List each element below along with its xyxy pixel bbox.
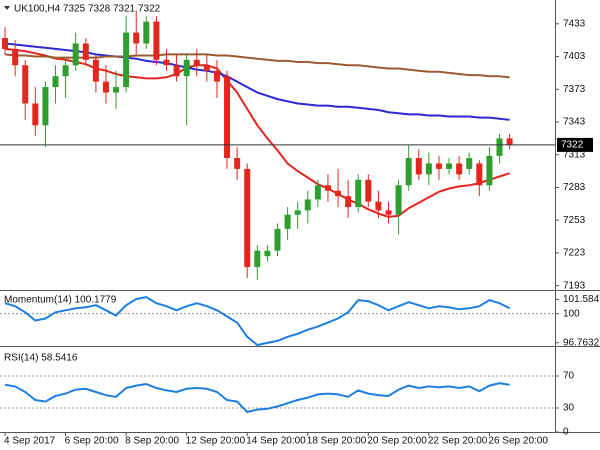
y-tick-label: 7253	[563, 215, 586, 226]
x-tick-label: 8 Sep 20:00	[125, 436, 179, 447]
candle-body	[375, 201, 382, 211]
candle-body	[203, 65, 210, 71]
candle-body	[62, 65, 69, 77]
candle-body	[143, 21, 150, 44]
candle-body	[425, 163, 432, 175]
candle-body	[274, 228, 281, 251]
candle-body	[133, 32, 140, 44]
moving-average	[4, 42, 510, 121]
candle-body	[72, 43, 79, 66]
y-tick-label: 0	[563, 427, 569, 438]
candle-body	[264, 250, 271, 257]
candle-body	[446, 163, 453, 169]
candle-body	[365, 179, 372, 202]
candle-body	[294, 210, 301, 215]
candle-body	[345, 196, 352, 208]
candle-body	[173, 65, 180, 77]
y-tick-label: 7433	[563, 18, 586, 29]
y-tick-label: 100	[563, 308, 580, 319]
candle-body	[92, 59, 99, 82]
candle-body	[385, 210, 392, 215]
last-price-label: 7322	[561, 140, 584, 151]
candle-body	[355, 179, 362, 208]
moving-average	[4, 53, 510, 79]
candle-body	[82, 43, 89, 60]
candle-body	[506, 138, 513, 145]
candle-body	[123, 32, 130, 88]
y-tick-label: 7343	[563, 117, 586, 128]
rsi-title: RSI(14) 58.5416	[4, 353, 78, 364]
x-tick-label: 14 Sep 20:00	[246, 436, 306, 447]
candle-body	[496, 138, 503, 156]
y-tick-label: 7283	[563, 182, 586, 193]
x-tick-label: 20 Sep 20:00	[367, 436, 427, 447]
y-tick-label: 70	[563, 371, 575, 382]
x-tick-label: 4 Sep 2017	[4, 436, 56, 447]
menu-arrow-icon	[4, 6, 10, 10]
y-tick-label: 7373	[563, 84, 586, 95]
candle-body	[183, 59, 190, 77]
indicator-line	[4, 382, 510, 414]
candle-body	[22, 65, 29, 104]
candle-body	[254, 250, 261, 268]
candle-body	[395, 185, 402, 215]
x-tick-label: 22 Sep 20:00	[428, 436, 488, 447]
candle-body	[486, 155, 493, 186]
candle-body	[163, 59, 170, 66]
candle-body	[32, 103, 39, 126]
chart-title: UK100,H4 7325 7328 7321 7322	[14, 4, 161, 15]
candle-body	[153, 21, 160, 60]
y-tick-label: 96.7632	[563, 337, 600, 348]
y-tick-label: 7193	[563, 280, 586, 291]
x-tick-label: 6 Sep 20:00	[65, 436, 119, 447]
candle-body	[284, 214, 291, 229]
candle-body	[224, 76, 231, 158]
y-tick-label: 7403	[563, 51, 586, 62]
candle-body	[324, 185, 331, 191]
candle-body	[193, 59, 200, 66]
y-tick-label: 30	[563, 403, 575, 414]
candle-body	[52, 76, 59, 88]
candle-body	[234, 158, 241, 169]
y-tick-label: 7223	[563, 248, 586, 259]
candle-body	[435, 163, 442, 169]
candle-body	[244, 168, 251, 268]
candle-body	[213, 70, 220, 82]
momentum-title: Momentum(14) 100.1779	[4, 295, 117, 306]
candle-body	[466, 158, 473, 169]
candle-body	[2, 38, 9, 49]
indicator-line	[4, 295, 511, 347]
candle-body	[113, 87, 120, 93]
x-tick-label: 18 Sep 20:00	[307, 436, 367, 447]
candle-body	[405, 158, 412, 186]
y-tick-label: 7313	[563, 149, 586, 160]
candle-body	[42, 87, 49, 126]
candle-body	[415, 158, 422, 175]
candle-body	[476, 163, 483, 186]
x-tick-label: 26 Sep 20:00	[488, 436, 548, 447]
y-tick-label: 101.5847	[563, 294, 600, 305]
candle-body	[456, 163, 463, 175]
candle-body	[12, 48, 19, 66]
candle-body	[314, 185, 321, 200]
candle-body	[102, 81, 109, 93]
last-price-box	[557, 137, 593, 152]
candle-body	[304, 199, 311, 211]
moving-average	[4, 47, 510, 218]
candle-body	[335, 190, 342, 197]
x-tick-label: 12 Sep 20:00	[186, 436, 246, 447]
